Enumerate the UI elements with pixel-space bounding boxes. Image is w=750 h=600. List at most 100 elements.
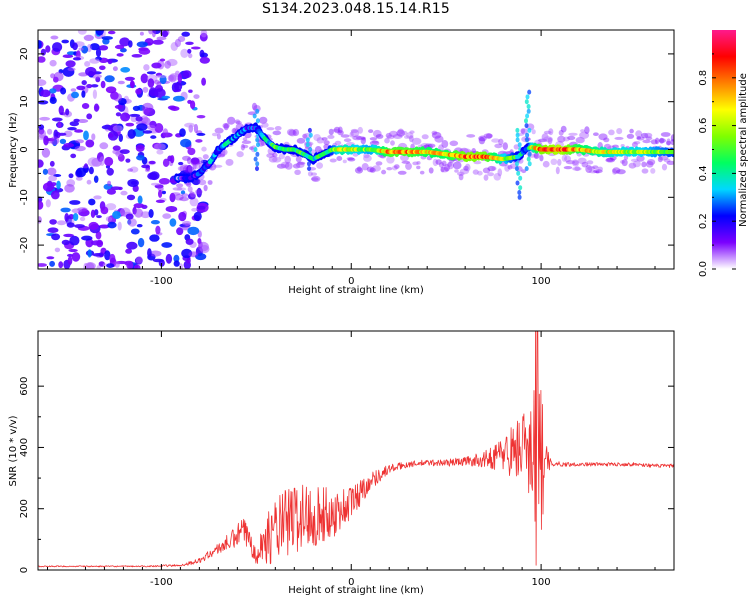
noise-blob (107, 180, 112, 187)
halo-blob (190, 161, 201, 166)
noise-blob (149, 250, 162, 257)
noise-blob (174, 38, 181, 48)
halo-blob (478, 135, 487, 142)
halo-blob (372, 165, 381, 172)
spike-blob (525, 113, 530, 119)
halo-blob (211, 132, 219, 137)
spectrogram-noise (38, 30, 210, 269)
noise-blob (200, 52, 208, 58)
halo-blob (241, 140, 252, 144)
noise-blob (177, 73, 183, 84)
noise-blob (67, 253, 74, 257)
halo-blob (577, 157, 587, 164)
noise-blob (47, 128, 53, 135)
halo-blob (482, 167, 491, 174)
halo-blob (266, 127, 275, 131)
noise-blob (59, 138, 67, 144)
noise-blob (118, 186, 123, 191)
noise-blob (95, 47, 102, 58)
halo-blob (626, 133, 635, 139)
noise-blob (75, 176, 83, 181)
noise-blob (159, 58, 166, 62)
noise-blob (165, 253, 173, 264)
noise-blob (188, 89, 193, 93)
noise-blob (155, 74, 167, 79)
spike-blob (517, 190, 522, 195)
halo-blob (386, 134, 395, 140)
noise-blob (81, 103, 90, 109)
halo-blob (636, 136, 642, 140)
halo-blob (397, 128, 404, 135)
noise-blob (83, 262, 88, 269)
noise-blob (78, 47, 84, 51)
halo-blob (575, 136, 585, 144)
noise-blob (170, 155, 175, 164)
halo-blob (541, 133, 549, 141)
noise-blob (150, 182, 161, 186)
halo-blob (412, 161, 419, 166)
halo-blob (606, 157, 614, 162)
noise-blob (75, 139, 84, 144)
noise-blob (191, 207, 198, 212)
halo-blob (288, 129, 297, 137)
halo-blob (483, 133, 493, 139)
noise-blob (74, 129, 84, 133)
colorbar-tick-label: 0.0 (698, 261, 709, 277)
noise-blob (187, 193, 196, 200)
halo-blob (454, 169, 459, 173)
snr-frame (37, 330, 675, 571)
noise-blob (196, 132, 206, 136)
noise-blob (158, 189, 163, 198)
noise-blob (112, 125, 123, 132)
noise-blob (38, 263, 47, 267)
halo-blob (597, 166, 603, 172)
noise-blob (119, 149, 130, 155)
noise-blob (143, 64, 150, 71)
noise-blob (41, 147, 51, 158)
noise-blob (49, 59, 57, 67)
noise-blob (154, 88, 166, 99)
halo-blob (531, 129, 536, 135)
noise-blob (127, 218, 137, 227)
noise-blob (105, 86, 117, 94)
halo-blob (400, 130, 408, 136)
halo-blob (369, 167, 376, 173)
halo-blob (666, 160, 674, 165)
noise-blob (100, 80, 106, 89)
noise-blob (136, 123, 148, 131)
halo-blob (642, 139, 651, 144)
spike-blob (515, 137, 520, 143)
halo-blob (240, 143, 245, 151)
spectrogram-x-tick-label: -100 (150, 276, 173, 287)
noise-blob (77, 30, 87, 35)
colorbar-title: Normalized spectral amplitude (738, 73, 749, 227)
halo-blob (259, 116, 268, 124)
noise-blob (133, 203, 145, 209)
halo-blob (645, 161, 654, 168)
noise-blob (137, 237, 145, 248)
halo-blob (497, 168, 503, 177)
noise-blob (64, 184, 75, 193)
halo-blob (177, 166, 185, 172)
halo-blob (472, 169, 479, 175)
spectrogram-y-tick-label: -20 (19, 237, 30, 253)
halo-blob (636, 136, 645, 141)
halo-blob (251, 102, 258, 111)
noise-blob (129, 113, 141, 117)
halo-blob (340, 134, 350, 138)
colorbar-tick-label: 0.6 (698, 118, 709, 134)
snr-y-tick-label: 600 (19, 377, 30, 396)
noise-blob (87, 249, 92, 258)
noise-blob (115, 112, 122, 117)
noise-blob (169, 106, 180, 111)
noise-blob (45, 45, 51, 53)
chart-title: S134.2023.048.15.14.R15 (262, 1, 450, 17)
halo-blob (337, 130, 344, 136)
noise-blob (184, 122, 196, 128)
noise-blob (136, 41, 148, 48)
spike-blob (515, 180, 520, 186)
noise-blob (39, 116, 51, 121)
noise-blob (49, 160, 55, 167)
noise-blob (88, 221, 99, 230)
noise-blob (137, 195, 143, 204)
